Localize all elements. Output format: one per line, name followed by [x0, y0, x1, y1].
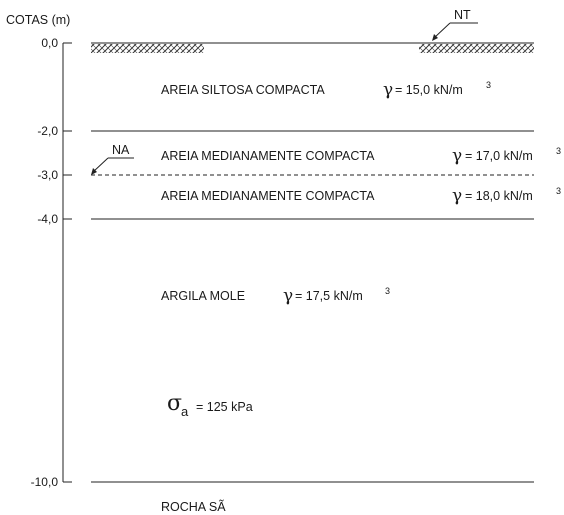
gamma-symbol: γ [383, 80, 393, 100]
unit-exponent: 3 [486, 80, 491, 90]
tick-label: -3,0 [37, 168, 58, 182]
layer-name: AREIA MEDIANAMENTE COMPACTA [161, 149, 375, 163]
tick-label: -4,0 [37, 212, 58, 226]
ground-hatch-right [419, 44, 534, 53]
ground-hatch-left [91, 44, 204, 53]
na-marker-label: NA [112, 143, 130, 157]
layer-name: AREIA SILTOSA COMPACTA [161, 83, 325, 97]
gamma-symbol: γ [452, 146, 462, 166]
tick-label: 0,0 [41, 36, 58, 50]
unit-weight-value: = 18,0 kN/m [465, 189, 533, 203]
nt-marker-label: NT [454, 8, 471, 22]
unit-exponent: 3 [556, 186, 561, 196]
na-marker-leader [92, 157, 109, 173]
unit-weight-value: = 17,5 kN/m [295, 289, 363, 303]
surcharge-value: = 125 kPa [196, 400, 253, 414]
sigma-subscript: a [181, 404, 189, 419]
tick-label: -2,0 [37, 124, 58, 138]
tick-label: -10,0 [31, 475, 59, 489]
nt-marker-arrowhead [432, 34, 438, 41]
layer-name: AREIA MEDIANAMENTE COMPACTA [161, 189, 375, 203]
layer-name: ARGILA MOLE [161, 289, 245, 303]
gamma-symbol: γ [283, 286, 293, 306]
sigma-symbol: σ [167, 391, 182, 416]
nt-marker-leader [433, 22, 451, 39]
unit-weight-value: = 17,0 kN/m [465, 149, 533, 163]
axis-title: COTAS (m) [6, 13, 70, 27]
unit-exponent: 3 [385, 286, 390, 296]
unit-weight-value: = 15,0 kN/m [395, 83, 463, 97]
gamma-symbol: γ [452, 186, 462, 206]
na-marker-arrowhead [91, 168, 97, 175]
bedrock-label: ROCHA SÃ [161, 500, 226, 514]
unit-exponent: 3 [556, 146, 561, 156]
